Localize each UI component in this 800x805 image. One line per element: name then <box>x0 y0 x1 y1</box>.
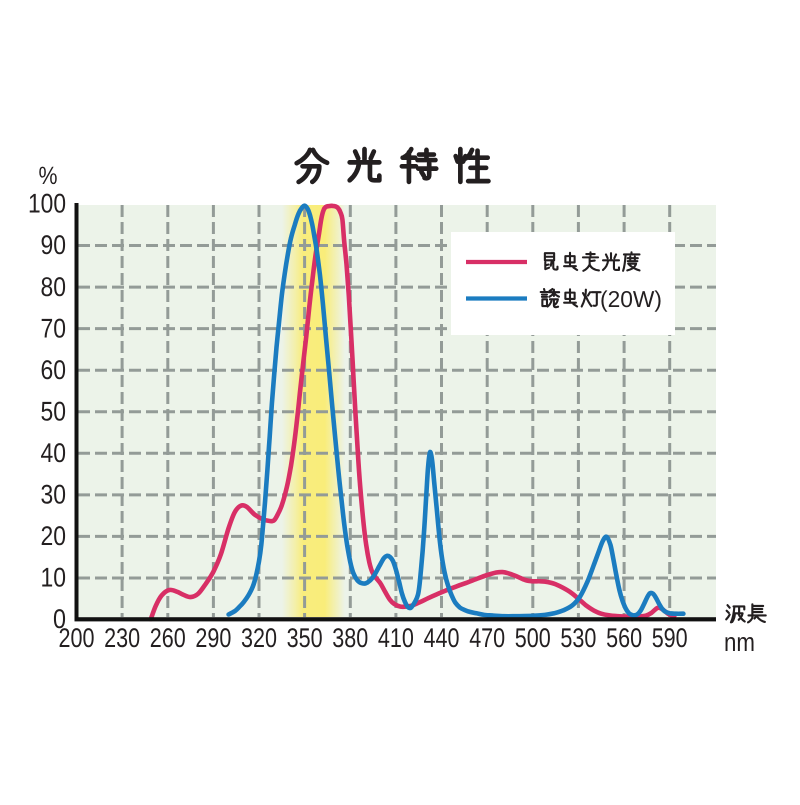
svg-text:440: 440 <box>424 623 460 653</box>
svg-text:410: 410 <box>378 623 414 653</box>
svg-text:50: 50 <box>41 396 67 426</box>
svg-text:200: 200 <box>59 623 95 653</box>
svg-text:90: 90 <box>41 230 67 260</box>
svg-text:20: 20 <box>41 521 67 551</box>
svg-text:10: 10 <box>41 563 67 593</box>
svg-text:260: 260 <box>150 623 186 653</box>
svg-text:350: 350 <box>287 623 323 653</box>
svg-text:320: 320 <box>241 623 277 653</box>
svg-text:(20W): (20W) <box>600 286 662 312</box>
svg-text:470: 470 <box>469 623 505 653</box>
svg-text:70: 70 <box>41 313 67 343</box>
svg-text:80: 80 <box>41 272 67 302</box>
svg-text:230: 230 <box>104 623 140 653</box>
svg-text:100: 100 <box>28 189 66 219</box>
svg-text:530: 530 <box>560 623 596 653</box>
svg-text:nm: nm <box>724 627 755 657</box>
svg-text:60: 60 <box>41 355 67 385</box>
svg-text:500: 500 <box>515 623 551 653</box>
svg-text:%: % <box>39 162 58 190</box>
svg-text:40: 40 <box>41 438 67 468</box>
svg-text:380: 380 <box>332 623 368 653</box>
svg-text:290: 290 <box>195 623 231 653</box>
svg-text:0: 0 <box>53 604 66 634</box>
svg-text:590: 590 <box>652 623 688 653</box>
svg-text:30: 30 <box>41 480 67 510</box>
svg-text:560: 560 <box>606 623 642 653</box>
